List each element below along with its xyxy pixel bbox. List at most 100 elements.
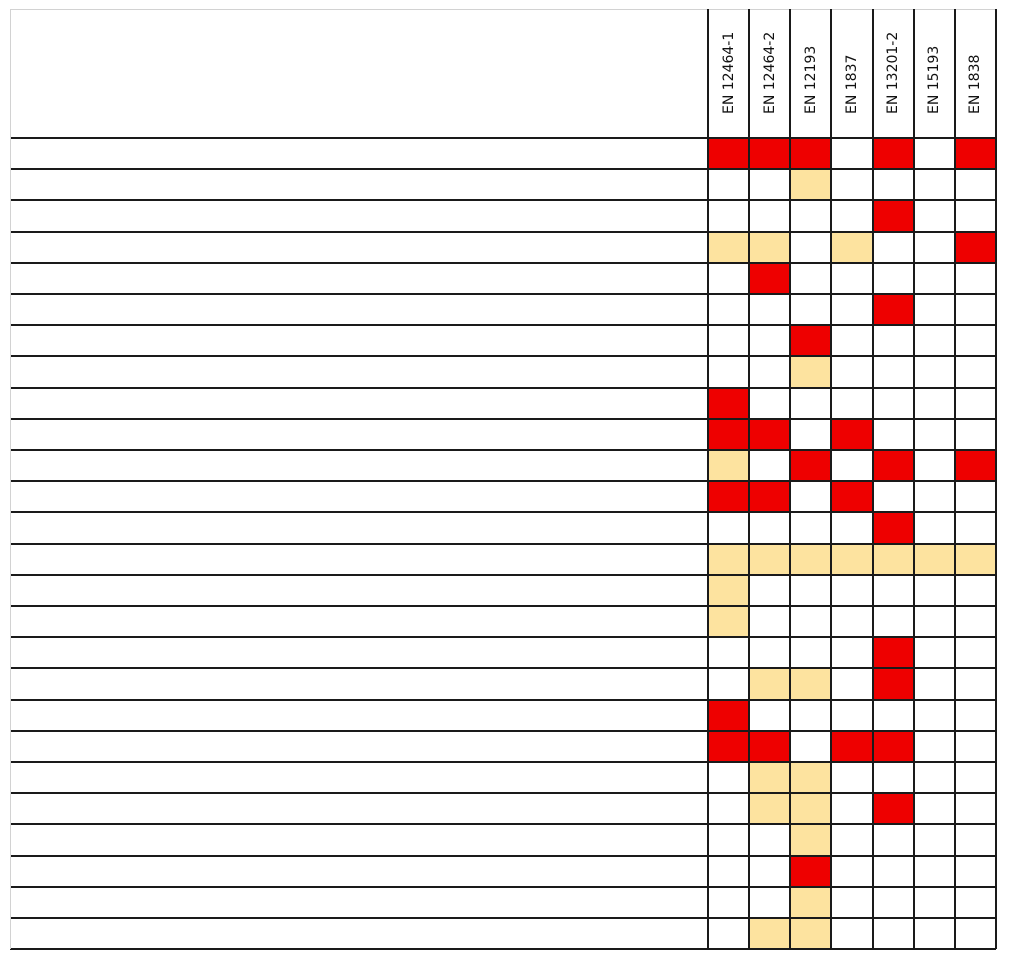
matrix-cell	[954, 886, 996, 918]
matrix-cell	[954, 793, 996, 825]
row-divider	[10, 729, 996, 732]
row-label	[16, 581, 702, 604]
row-label	[16, 893, 702, 916]
row-divider	[10, 293, 996, 295]
matrix-cell	[954, 918, 996, 950]
matrix-cell	[913, 138, 955, 170]
row-label	[16, 456, 702, 479]
matrix-cell	[708, 450, 750, 482]
matrix-cell	[831, 294, 873, 326]
row-label	[16, 768, 702, 791]
matrix-cell	[708, 855, 750, 887]
matrix-cell	[872, 762, 914, 794]
matrix-cell	[872, 637, 914, 669]
matrix-cell	[831, 356, 873, 388]
row-label	[16, 362, 702, 385]
column-header: EN 12193	[790, 9, 831, 138]
matrix-cell	[954, 574, 996, 606]
matrix-cell	[749, 824, 791, 856]
row-label	[16, 175, 702, 198]
matrix-cell	[831, 824, 873, 856]
matrix-cell	[749, 169, 791, 201]
column-header: EN 13201-2	[873, 9, 914, 138]
matrix-cell	[749, 699, 791, 731]
matrix-cell	[790, 762, 832, 794]
matrix-cell	[831, 481, 873, 513]
row-divider	[10, 355, 996, 358]
matrix-cell	[790, 699, 832, 731]
row-divider	[10, 948, 996, 951]
matrix-cell	[954, 730, 996, 762]
matrix-cell	[749, 762, 791, 794]
matrix-cell	[708, 886, 750, 918]
matrix-cell	[708, 169, 750, 201]
column-header: EN 1838	[955, 9, 996, 138]
matrix-cell	[790, 356, 832, 388]
matrix-cell	[749, 668, 791, 700]
matrix-cell	[954, 762, 996, 794]
matrix-cell	[749, 262, 791, 294]
matrix-cell	[708, 481, 750, 513]
matrix-cell	[749, 543, 791, 575]
row-divider	[10, 324, 996, 327]
matrix-cell	[831, 262, 873, 294]
matrix-cell	[708, 637, 750, 669]
row-label	[16, 144, 702, 167]
matrix-cell	[872, 543, 914, 575]
matrix-cell	[749, 793, 791, 825]
matrix-cell	[872, 231, 914, 263]
row-label	[16, 550, 702, 573]
matrix-cell	[913, 699, 955, 731]
row-divider	[10, 386, 996, 389]
matrix-cell	[790, 574, 832, 606]
row-label	[16, 924, 702, 947]
column-header-label: EN 15193	[926, 45, 943, 114]
standards-matrix: EN 12464-1 EN 12464-2 EN 12193 EN 1837 EN 13…	[10, 9, 997, 954]
matrix-cell	[872, 169, 914, 201]
matrix-cell	[913, 762, 955, 794]
matrix-cell	[872, 699, 914, 731]
matrix-cell	[913, 512, 955, 544]
matrix-cell	[790, 294, 832, 326]
table-left-border	[10, 9, 11, 950]
matrix-cell	[790, 512, 832, 544]
matrix-cell	[790, 169, 832, 201]
matrix-cell	[790, 637, 832, 669]
matrix-cell	[913, 886, 955, 918]
matrix-cell	[954, 387, 996, 419]
matrix-cell	[954, 824, 996, 856]
column-header-label: EN 13201-2	[885, 31, 902, 114]
matrix-cell	[749, 512, 791, 544]
matrix-cell	[954, 138, 996, 170]
matrix-cell	[954, 512, 996, 544]
matrix-cell	[790, 200, 832, 232]
matrix-cell	[954, 418, 996, 450]
row-divider	[10, 230, 996, 233]
matrix-cell	[872, 450, 914, 482]
column-header-label: EN 12464-2	[761, 31, 778, 114]
matrix-cell	[913, 450, 955, 482]
row-divider	[10, 511, 996, 514]
matrix-cell	[749, 418, 791, 450]
matrix-cell	[790, 138, 832, 170]
matrix-cell	[708, 543, 750, 575]
matrix-cell	[872, 512, 914, 544]
matrix-cell	[749, 325, 791, 357]
row-label	[16, 518, 702, 541]
matrix-cell	[790, 730, 832, 762]
matrix-cell	[954, 262, 996, 294]
column-divider	[871, 9, 874, 950]
matrix-cell	[749, 606, 791, 638]
matrix-cell	[831, 418, 873, 450]
matrix-cell	[872, 200, 914, 232]
row-label	[16, 830, 702, 853]
matrix-cell	[749, 231, 791, 263]
matrix-cell	[872, 606, 914, 638]
matrix-cell	[872, 325, 914, 357]
matrix-cell	[831, 169, 873, 201]
matrix-cell	[872, 574, 914, 606]
matrix-cell	[913, 918, 955, 950]
row-divider	[10, 885, 996, 888]
column-header-label: EN 12193	[802, 45, 819, 114]
matrix-cell	[872, 387, 914, 419]
